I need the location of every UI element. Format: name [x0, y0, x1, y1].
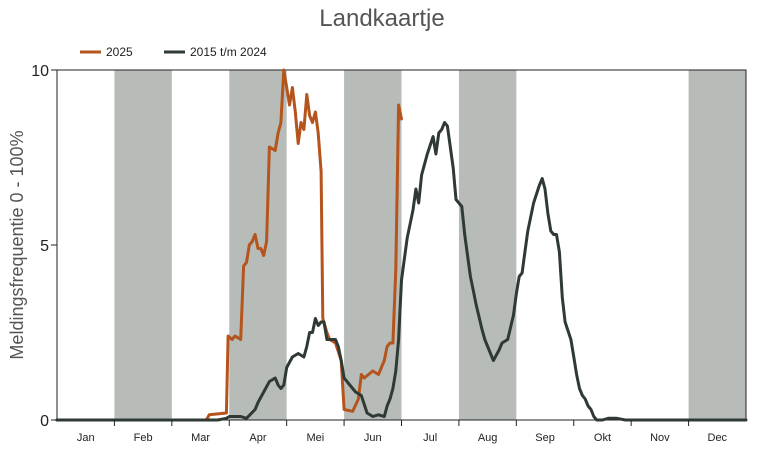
series-line-2015-2024: [55, 121, 748, 422]
y-tick-label: 10: [31, 63, 49, 80]
x-tick-label-sep: Sep: [535, 432, 555, 444]
x-tick-label-mar: Mar: [191, 432, 210, 444]
legend: 2025 2015 t/m 2024: [80, 45, 267, 59]
legend-label-2015-2024: 2015 t/m 2024: [190, 45, 267, 59]
x-tick-label-dec: Dec: [708, 432, 728, 444]
axis-layer: 0 5 10 Jan Feb Mar Apr Mei Jun Jul Aug Sep Okt Nov Dec: [31, 63, 727, 444]
x-tick-label-nov: Nov: [650, 432, 670, 444]
month-shade-feb: [114, 70, 172, 420]
x-tick-label-feb: Feb: [134, 432, 153, 444]
x-tick-label-jun: Jun: [364, 432, 382, 444]
month-shade-jun: [344, 70, 402, 420]
series-layer: [55, 68, 748, 422]
y-tick-label: 5: [40, 238, 49, 255]
series-line-2025: [55, 68, 403, 422]
y-tick-label: 0: [40, 413, 49, 430]
month-shade-aug: [458, 70, 517, 420]
x-tick-label-mei: Mei: [307, 432, 325, 444]
x-tick-label-apr: Apr: [249, 432, 266, 444]
x-tick-label-okt: Okt: [594, 432, 611, 444]
x-tick-label-aug: Aug: [478, 432, 498, 444]
legend-label-2025: 2025: [106, 45, 133, 59]
y-axis-label: Meldingsfrequentie 0 - 100%: [7, 130, 27, 359]
month-shading-layer: [114, 70, 746, 420]
x-tick-label-jul: Jul: [423, 432, 437, 444]
x-tick-label-jan: Jan: [77, 432, 95, 444]
chart-title: Landkaartje: [319, 5, 444, 32]
month-shade-dec: [688, 70, 746, 420]
